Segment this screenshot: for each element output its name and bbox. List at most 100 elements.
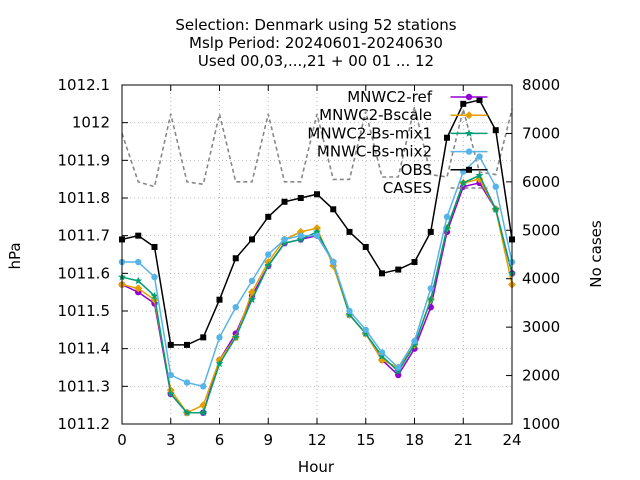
data-point-obs — [184, 341, 190, 348]
x-tick-label: 15 — [356, 431, 375, 449]
data-point-obs — [200, 334, 207, 341]
y-tick-label: 1011.5 — [58, 302, 111, 320]
series-layer — [118, 97, 516, 417]
data-point-mnwc-bs-mix2 — [443, 213, 451, 221]
data-point-mnwc2-bs-mix1 — [394, 367, 403, 375]
data-point-obs — [232, 255, 239, 262]
y-tick-label: 1011.6 — [58, 264, 111, 282]
chart-title: Selection: Denmark using 52 stations Msl… — [175, 16, 456, 70]
data-point-obs — [314, 191, 320, 198]
data-point-mnwc2-bs-mix1 — [491, 205, 500, 213]
y-axis-label: hPa — [6, 242, 24, 269]
data-point-mnwc2-bscale — [134, 284, 143, 293]
x-tick-label: 9 — [263, 431, 273, 449]
x-tick-label: 6 — [215, 431, 225, 449]
series-line-mnwc-bs-mix2 — [122, 155, 513, 388]
data-point-mnwc2-bs-mix1 — [248, 295, 256, 304]
data-point-mnwc2-bs-mix1 — [280, 239, 289, 247]
y-tick-label: 1011.2 — [58, 415, 111, 433]
series-cases — [121, 106, 513, 188]
legend-label: MNWC2-ref — [347, 88, 432, 106]
data-point-obs — [379, 270, 385, 277]
data-point-obs — [492, 127, 499, 134]
legend-marker — [465, 129, 473, 137]
series-line-cases — [121, 106, 513, 188]
data-point-mnwc-bs-mix2 — [362, 326, 369, 334]
legend: MNWC2-refMNWC2-BscaleMNWC2-Bs-mix1MNWC-B… — [307, 88, 488, 197]
legend-marker — [466, 166, 472, 173]
data-point-mnwc2-bs-mix1 — [183, 408, 191, 417]
data-point-mnwc-bs-mix2 — [411, 337, 418, 345]
series-mnwc-bs-mix2 — [118, 153, 516, 390]
data-point-mnwc2-bs-mix1 — [264, 261, 273, 270]
data-point-mnwc2-bs-mix1 — [166, 389, 175, 398]
y2-tick-label: 7000 — [522, 124, 560, 142]
data-point-mnwc-bs-mix2 — [183, 379, 191, 386]
legend-item-mnwc2-bscale: MNWC2-Bscale — [319, 106, 488, 124]
data-point-obs — [265, 213, 272, 220]
data-point-mnwc-bs-mix2 — [378, 349, 386, 356]
y2-tick-label: 3000 — [522, 318, 560, 336]
data-point-mnwc2-bs-mix1 — [475, 171, 484, 179]
data-point-mnwc-bs-mix2 — [151, 273, 158, 281]
y-tick-label: 1011.7 — [58, 227, 111, 245]
data-point-mnwc2-bs-mix1 — [426, 295, 435, 304]
data-point-obs — [281, 198, 288, 205]
data-point-obs — [411, 259, 418, 266]
y2-tick-label: 5000 — [522, 221, 560, 239]
legend-item-mnwc2-ref: MNWC2-ref — [347, 88, 488, 106]
data-point-mnwc-bs-mix2 — [167, 371, 174, 379]
legend-marker — [465, 111, 473, 120]
data-point-obs — [444, 134, 450, 141]
data-point-obs — [216, 296, 223, 303]
legend-item-mnwc2-bs-mix1: MNWC2-Bs-mix1 — [307, 124, 488, 142]
x-tick-label: 3 — [166, 431, 176, 449]
y-tick-label: 1012 — [72, 114, 110, 132]
data-point-obs — [460, 100, 467, 107]
title-line-3: Used 00,03,...,21 + 00 01 ... 12 — [198, 52, 434, 70]
legend-marker — [465, 148, 473, 155]
data-point-mnwc2-bs-mix1 — [361, 329, 370, 337]
data-point-mnwc2-bs-mix1 — [150, 291, 159, 300]
legend-item-obs: OBS — [401, 161, 488, 179]
y2-tick-label: 6000 — [522, 173, 560, 191]
data-point-mnwc-bs-mix2 — [200, 383, 207, 390]
data-point-mnwc2-bs-mix1 — [410, 340, 419, 349]
title-line-2: Mslp Period: 20240601-20240630 — [189, 34, 443, 52]
y2-tick-label: 4000 — [522, 270, 560, 288]
y-tick-label: 1011.4 — [58, 340, 111, 358]
data-point-mnwc-bs-mix2 — [492, 183, 499, 190]
data-point-obs — [297, 195, 304, 201]
data-point-mnwc-bs-mix2 — [330, 258, 337, 266]
data-point-mnwc-bs-mix2 — [395, 364, 402, 371]
x-tick-label: 12 — [307, 431, 326, 449]
data-point-mnwc-bs-mix2 — [265, 251, 272, 258]
series-obs — [119, 97, 515, 348]
y2-tick-label: 1000 — [522, 415, 560, 433]
data-point-mnwc-bs-mix2 — [248, 277, 256, 285]
legend-item-cases: CASES — [383, 179, 488, 197]
x-axis-label: Hour — [298, 458, 335, 476]
x-tick-label: 21 — [454, 431, 473, 449]
data-point-mnwc-bs-mix2 — [232, 304, 239, 311]
legend-label: MNWC2-Bs-mix1 — [307, 124, 432, 142]
grid — [122, 85, 512, 424]
series-mnwc2-bscale — [118, 175, 516, 417]
x-tick-label: 24 — [502, 431, 521, 449]
x-tick-label: 18 — [405, 431, 424, 449]
data-point-mnwc2-bs-mix1 — [459, 178, 468, 187]
x-tick-label: 0 — [117, 431, 127, 449]
y-tick-label: 1011.9 — [58, 151, 111, 169]
data-point-mnwc-bs-mix2 — [346, 307, 353, 315]
legend-label: OBS — [401, 161, 432, 179]
data-point-obs — [135, 232, 142, 239]
y-tick-label: 1011.8 — [58, 189, 111, 207]
data-point-mnwc-bs-mix2 — [216, 334, 223, 341]
data-point-obs — [395, 266, 402, 273]
y2-axis-label: No cases — [587, 220, 605, 288]
y-tick-label: 1012.1 — [58, 76, 111, 94]
y2-tick-label: 2000 — [522, 367, 560, 385]
data-point-obs — [167, 341, 174, 348]
data-point-mnwc2-bs-mix1 — [443, 223, 451, 232]
